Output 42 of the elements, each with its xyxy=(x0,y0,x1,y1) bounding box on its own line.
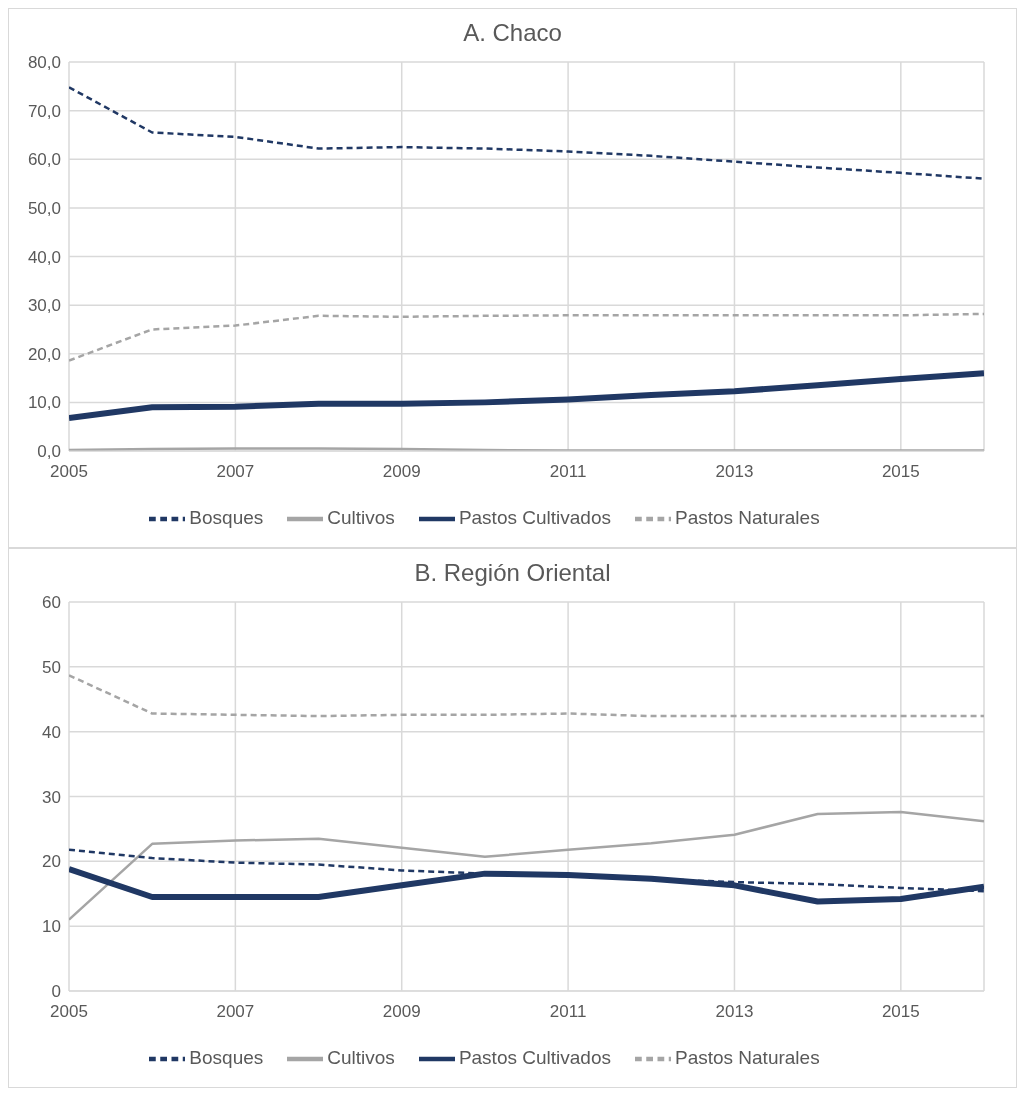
x-tick-label: 2007 xyxy=(216,1002,255,1022)
x-tick-label: 2005 xyxy=(50,462,88,482)
x-tick-label: 2015 xyxy=(881,462,920,482)
y-tick-label: 80,0 xyxy=(27,53,61,73)
line-series xyxy=(69,86,984,180)
chart-title: A. Chaco xyxy=(462,19,563,47)
x-tick-label: 2007 xyxy=(216,462,255,482)
y-tick-label: 60,0 xyxy=(27,150,61,170)
y-tick-label: 10 xyxy=(42,917,61,937)
legend-label: Cultivos xyxy=(327,1047,395,1069)
y-tick-label: 30 xyxy=(42,787,61,807)
y-tick-label: 0 xyxy=(51,982,61,1002)
x-tick-label: 2009 xyxy=(382,1002,421,1022)
y-tick-label: 30,0 xyxy=(27,296,61,316)
x-tick-label: 2015 xyxy=(881,1002,920,1022)
y-tick-label: 40 xyxy=(42,722,61,742)
x-tick-label: 2009 xyxy=(382,462,421,482)
legend-label: Cultivos xyxy=(327,507,395,529)
y-tick-label: 50 xyxy=(42,657,61,677)
chart-title: B. Región Oriental xyxy=(413,559,612,587)
legend-label: Pastos Cultivados xyxy=(458,507,611,529)
line-series xyxy=(69,312,984,362)
y-tick-label: 50,0 xyxy=(27,198,61,218)
y-tick-label: 20,0 xyxy=(27,344,61,364)
x-tick-label: 2013 xyxy=(715,1002,754,1022)
x-tick-label: 2011 xyxy=(549,462,587,482)
y-tick-label: 60 xyxy=(42,593,61,613)
y-tick-label: 10,0 xyxy=(27,393,61,413)
legend-label: Pastos Naturales xyxy=(674,507,820,529)
y-tick-label: 20 xyxy=(42,852,61,872)
line-series xyxy=(69,674,984,718)
legend-label: Bosques xyxy=(189,1047,264,1069)
y-tick-label: 0,0 xyxy=(37,442,61,462)
legend-label: Pastos Naturales xyxy=(674,1047,820,1069)
y-tick-label: 40,0 xyxy=(27,247,61,267)
x-tick-label: 2013 xyxy=(715,462,754,482)
x-tick-label: 2005 xyxy=(50,1002,88,1022)
line-series xyxy=(69,810,984,921)
legend-label: Pastos Cultivados xyxy=(458,1047,611,1069)
y-tick-label: 70,0 xyxy=(27,101,61,121)
x-tick-label: 2011 xyxy=(549,1002,587,1022)
legend-label: Bosques xyxy=(189,507,264,529)
